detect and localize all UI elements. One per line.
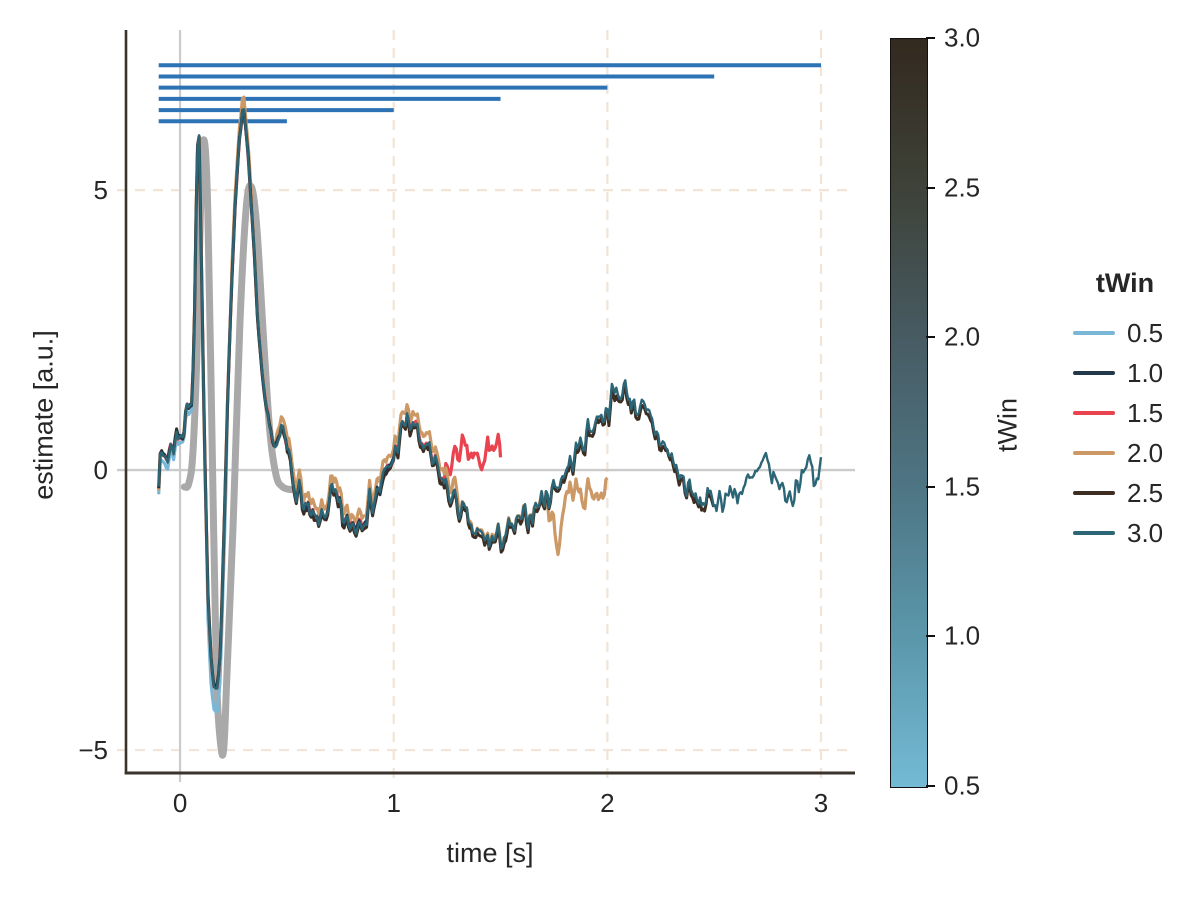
legend-item: 2.0 — [1073, 433, 1177, 473]
x-tick-label: 1 — [386, 788, 401, 818]
series-line-2.0 — [157, 95, 609, 689]
colorbar-tick-label: 1.0 — [944, 620, 981, 651]
legend-swatch — [1073, 371, 1115, 375]
legend-item: 1.0 — [1073, 353, 1177, 393]
legend-label: 3.0 — [1127, 518, 1164, 548]
colorbar — [890, 38, 928, 788]
colorbar-tick-label: 0.5 — [944, 770, 981, 801]
colorbar-tick-mark — [926, 186, 935, 189]
legend-item: 3.0 — [1073, 513, 1177, 553]
legend-label: 1.5 — [1127, 398, 1164, 428]
x-tick-label: 0 — [172, 788, 188, 818]
legend-label: 2.0 — [1127, 438, 1164, 468]
colorbar-tick-label: 2.0 — [944, 321, 981, 352]
y-tick-label: 5 — [93, 175, 108, 206]
legend-label: 2.5 — [1127, 478, 1164, 508]
colorbar-axis-label: tWin — [992, 398, 1023, 452]
y-tick-label: −5 — [78, 735, 108, 766]
legend-swatch — [1073, 451, 1115, 455]
series-line-3.0 — [157, 108, 823, 690]
legend-item: 1.5 — [1073, 393, 1177, 433]
colorbar-tick-mark — [926, 336, 935, 339]
legend-title: tWin — [1095, 268, 1155, 298]
legend: tWin 0.5 1.0 1.5 2.0 2.5 3.0 — [1073, 268, 1177, 553]
legend-swatch — [1073, 531, 1115, 535]
legend-swatch — [1073, 411, 1115, 415]
colorbar-tick-label: 2.5 — [944, 172, 981, 203]
colorbar-tick-mark — [926, 785, 935, 787]
colorbar-tick-mark — [926, 485, 935, 488]
colorbar-tick-mark — [926, 635, 935, 638]
colorbar-tick-label: 1.5 — [944, 471, 981, 502]
legend-label: 0.5 — [1127, 318, 1164, 348]
legend-item: 2.5 — [1073, 473, 1177, 513]
y-tick-label: 0 — [93, 455, 108, 486]
colorbar-tick-mark — [926, 37, 935, 39]
colorbar-tick-label: 3.0 — [944, 22, 981, 53]
legend-swatch — [1073, 331, 1115, 335]
legend-label: 1.0 — [1127, 358, 1164, 388]
x-tick-label: 3 — [813, 788, 829, 818]
x-axis-label: time [s] — [446, 838, 534, 868]
legend-rows: 0.5 1.0 1.5 2.0 2.5 3.0 — [1073, 313, 1177, 553]
legend-item: 0.5 — [1073, 313, 1177, 353]
x-tick-label: 2 — [600, 788, 615, 818]
legend-swatch — [1073, 491, 1115, 495]
